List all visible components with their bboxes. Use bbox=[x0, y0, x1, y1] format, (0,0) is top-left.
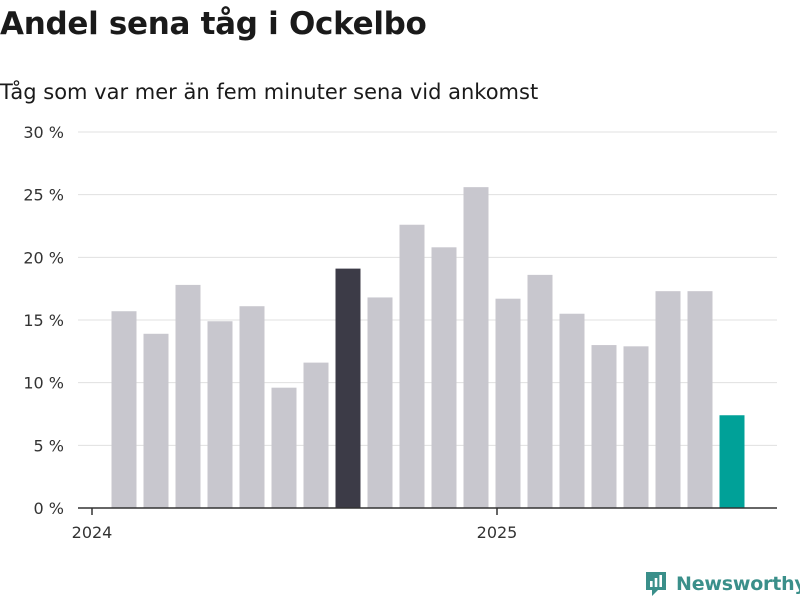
bar-7 bbox=[335, 268, 361, 508]
bar-3 bbox=[207, 321, 233, 508]
bar-4 bbox=[239, 306, 265, 508]
y-tick-label: 15 % bbox=[23, 311, 64, 330]
bar-5 bbox=[271, 387, 297, 508]
x-tick-label: 2024 bbox=[72, 523, 113, 542]
y-tick-label: 20 % bbox=[23, 248, 64, 267]
bar-1 bbox=[143, 333, 169, 508]
newsworthy-logo: Newsworthy bbox=[644, 569, 800, 599]
y-tick-label: 10 % bbox=[23, 374, 64, 393]
y-tick-label: 0 % bbox=[34, 499, 64, 518]
bar-19 bbox=[719, 415, 745, 508]
bar-0 bbox=[111, 311, 137, 508]
y-tick-label: 5 % bbox=[34, 436, 64, 455]
newsworthy-logo-text: Newsworthy bbox=[676, 573, 800, 595]
bar-2 bbox=[175, 284, 201, 508]
x-tick-label: 2025 bbox=[477, 523, 518, 542]
bar-14 bbox=[559, 313, 585, 508]
bar-chart: 0 % 5 % 10 % 15 % 20 % 25 % 30 % 2024 2025 bbox=[23, 123, 777, 542]
bar-9 bbox=[399, 224, 425, 508]
bar-8 bbox=[367, 297, 393, 508]
chart-subtitle: Tåg som var mer än fem minuter sena vid … bbox=[0, 80, 539, 104]
y-tick-label: 30 % bbox=[23, 123, 64, 142]
newsworthy-logo-icon bbox=[646, 572, 666, 596]
bar-12 bbox=[495, 298, 521, 508]
bar-10 bbox=[431, 247, 457, 508]
bar-13 bbox=[527, 274, 553, 508]
bar-17 bbox=[655, 291, 681, 508]
bar-15 bbox=[591, 345, 617, 508]
y-tick-label: 25 % bbox=[23, 186, 64, 205]
chart-title: Andel sena tåg i Ockelbo bbox=[0, 6, 427, 42]
bar-16 bbox=[623, 346, 649, 508]
bar-18 bbox=[687, 291, 713, 508]
bar-11 bbox=[463, 187, 489, 508]
bar-6 bbox=[303, 362, 329, 508]
